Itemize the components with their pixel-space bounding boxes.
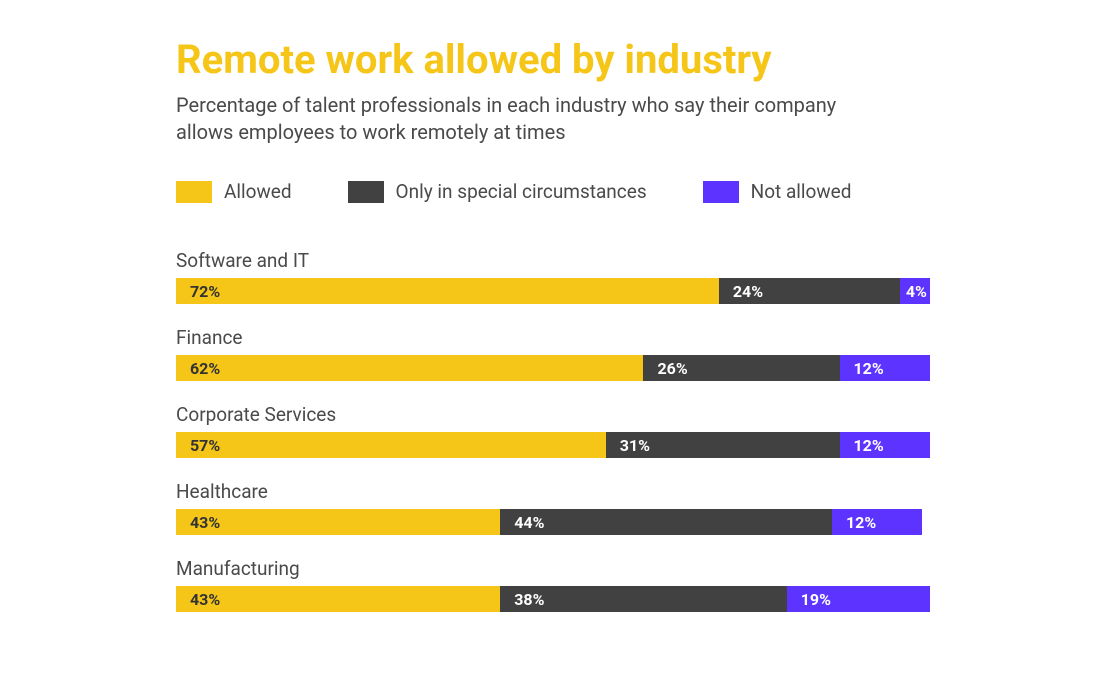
legend-swatch bbox=[176, 181, 212, 203]
chart-title: Remote work allowed by industry bbox=[176, 38, 930, 82]
legend-item-not_allowed: Not allowed bbox=[703, 180, 852, 203]
stacked-bar: 57% 31% 12% bbox=[176, 432, 930, 458]
bar-value: 43% bbox=[190, 513, 220, 532]
bar-segment-not_allowed: 19% bbox=[787, 586, 930, 612]
chart-row: Manufacturing 43% 38% 19% bbox=[176, 557, 930, 612]
bar-segment-special: 38% bbox=[500, 586, 787, 612]
legend-swatch bbox=[703, 181, 739, 203]
row-label: Manufacturing bbox=[176, 557, 930, 580]
bar-segment-special: 26% bbox=[643, 355, 839, 381]
bar-segment-allowed: 43% bbox=[176, 509, 500, 535]
stacked-bar: 43% 38% 19% bbox=[176, 586, 930, 612]
bar-value: 12% bbox=[854, 359, 884, 378]
bar-segment-not_allowed: 12% bbox=[840, 432, 930, 458]
bar-value: 24% bbox=[733, 282, 763, 301]
stacked-bar: 43% 44% 12% bbox=[176, 509, 930, 535]
bar-segment-special: 24% bbox=[719, 278, 900, 304]
bar-value: 72% bbox=[190, 282, 220, 301]
bar-value: 12% bbox=[846, 513, 876, 532]
row-label: Software and IT bbox=[176, 249, 930, 272]
chart-subtitle: Percentage of talent professionals in ea… bbox=[176, 92, 876, 146]
stacked-bar: 72% 24% 4% bbox=[176, 278, 930, 304]
legend-label: Allowed bbox=[224, 180, 292, 203]
bar-segment-allowed: 72% bbox=[176, 278, 719, 304]
legend-item-special: Only in special circumstances bbox=[348, 180, 647, 203]
chart-row: Corporate Services 57% 31% 12% bbox=[176, 403, 930, 458]
bar-value: 62% bbox=[190, 359, 220, 378]
chart-row: Healthcare 43% 44% 12% bbox=[176, 480, 930, 535]
bar-segment-not_allowed: 12% bbox=[832, 509, 922, 535]
remote-work-chart: Remote work allowed by industry Percenta… bbox=[0, 0, 930, 612]
bar-value: 12% bbox=[854, 436, 884, 455]
bar-value: 26% bbox=[657, 359, 687, 378]
bar-segment-not_allowed: 12% bbox=[840, 355, 930, 381]
row-label: Healthcare bbox=[176, 480, 930, 503]
bar-value: 43% bbox=[190, 590, 220, 609]
chart-row: Finance 62% 26% 12% bbox=[176, 326, 930, 381]
legend-swatch bbox=[348, 181, 384, 203]
bar-segment-special: 44% bbox=[500, 509, 832, 535]
legend-item-allowed: Allowed bbox=[176, 180, 292, 203]
bar-segment-allowed: 57% bbox=[176, 432, 606, 458]
bar-segment-allowed: 62% bbox=[176, 355, 643, 381]
bar-value: 4% bbox=[906, 282, 927, 301]
bar-segment-not_allowed: 4% bbox=[900, 278, 930, 304]
bar-value: 38% bbox=[514, 590, 544, 609]
stacked-bar: 62% 26% 12% bbox=[176, 355, 930, 381]
bar-value: 57% bbox=[190, 436, 220, 455]
bar-value: 44% bbox=[514, 513, 544, 532]
bar-value: 31% bbox=[620, 436, 650, 455]
bar-segment-special: 31% bbox=[606, 432, 840, 458]
bar-segment-allowed: 43% bbox=[176, 586, 500, 612]
chart-rows: Software and IT72%24%4%Finance62%26%12%C… bbox=[176, 249, 930, 612]
legend: Allowed Only in special circumstances Not … bbox=[176, 180, 930, 203]
chart-row: Software and IT 72% 24% 4% bbox=[176, 249, 930, 304]
legend-label: Not allowed bbox=[751, 180, 852, 203]
row-label: Corporate Services bbox=[176, 403, 930, 426]
row-label: Finance bbox=[176, 326, 930, 349]
bar-value: 19% bbox=[801, 590, 831, 609]
legend-label: Only in special circumstances bbox=[396, 180, 647, 203]
